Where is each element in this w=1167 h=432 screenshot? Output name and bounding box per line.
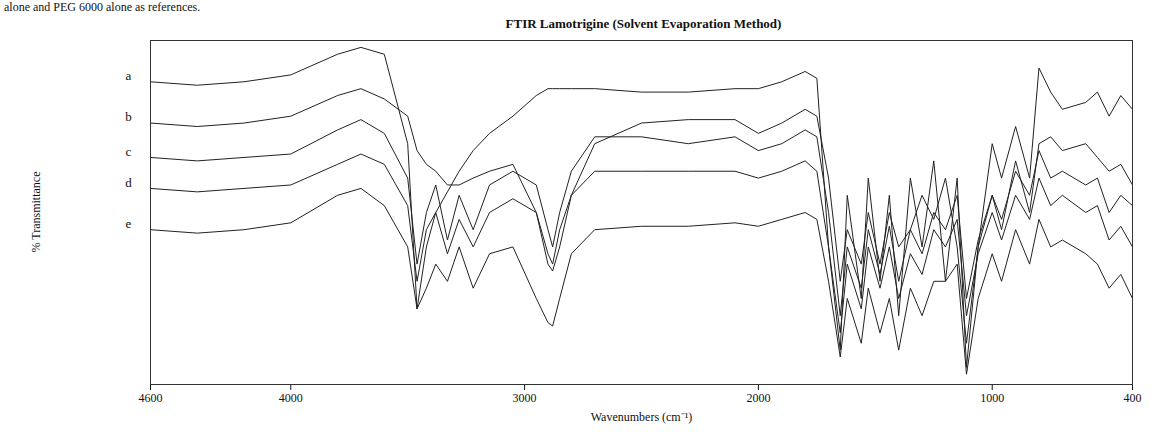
svg-text:e: e bbox=[126, 216, 132, 231]
svg-text:400: 400 bbox=[1124, 391, 1142, 405]
svg-text:2000: 2000 bbox=[746, 391, 770, 405]
svg-text:3000: 3000 bbox=[513, 391, 537, 405]
svg-text:b: b bbox=[125, 109, 132, 124]
svg-text:a: a bbox=[126, 68, 132, 83]
svg-text:4000: 4000 bbox=[279, 391, 303, 405]
svg-text:4600: 4600 bbox=[139, 391, 163, 405]
svg-text:% Transmittance: % Transmittance bbox=[29, 172, 43, 253]
svg-text:c: c bbox=[126, 144, 132, 159]
svg-text:Wavenumbers (cm⁻¹): Wavenumbers (cm⁻¹) bbox=[591, 410, 693, 424]
html-text:alone and PEG 6000 alone as re: alone and PEG 6000 alone as references. bbox=[4, 0, 201, 14]
svg-text:1000: 1000 bbox=[980, 391, 1004, 405]
svg-text:d: d bbox=[125, 175, 132, 190]
html-text:FTIR Lamotrigine (Solvent Evap: FTIR Lamotrigine (Solvent Evaporation Me… bbox=[505, 16, 782, 31]
